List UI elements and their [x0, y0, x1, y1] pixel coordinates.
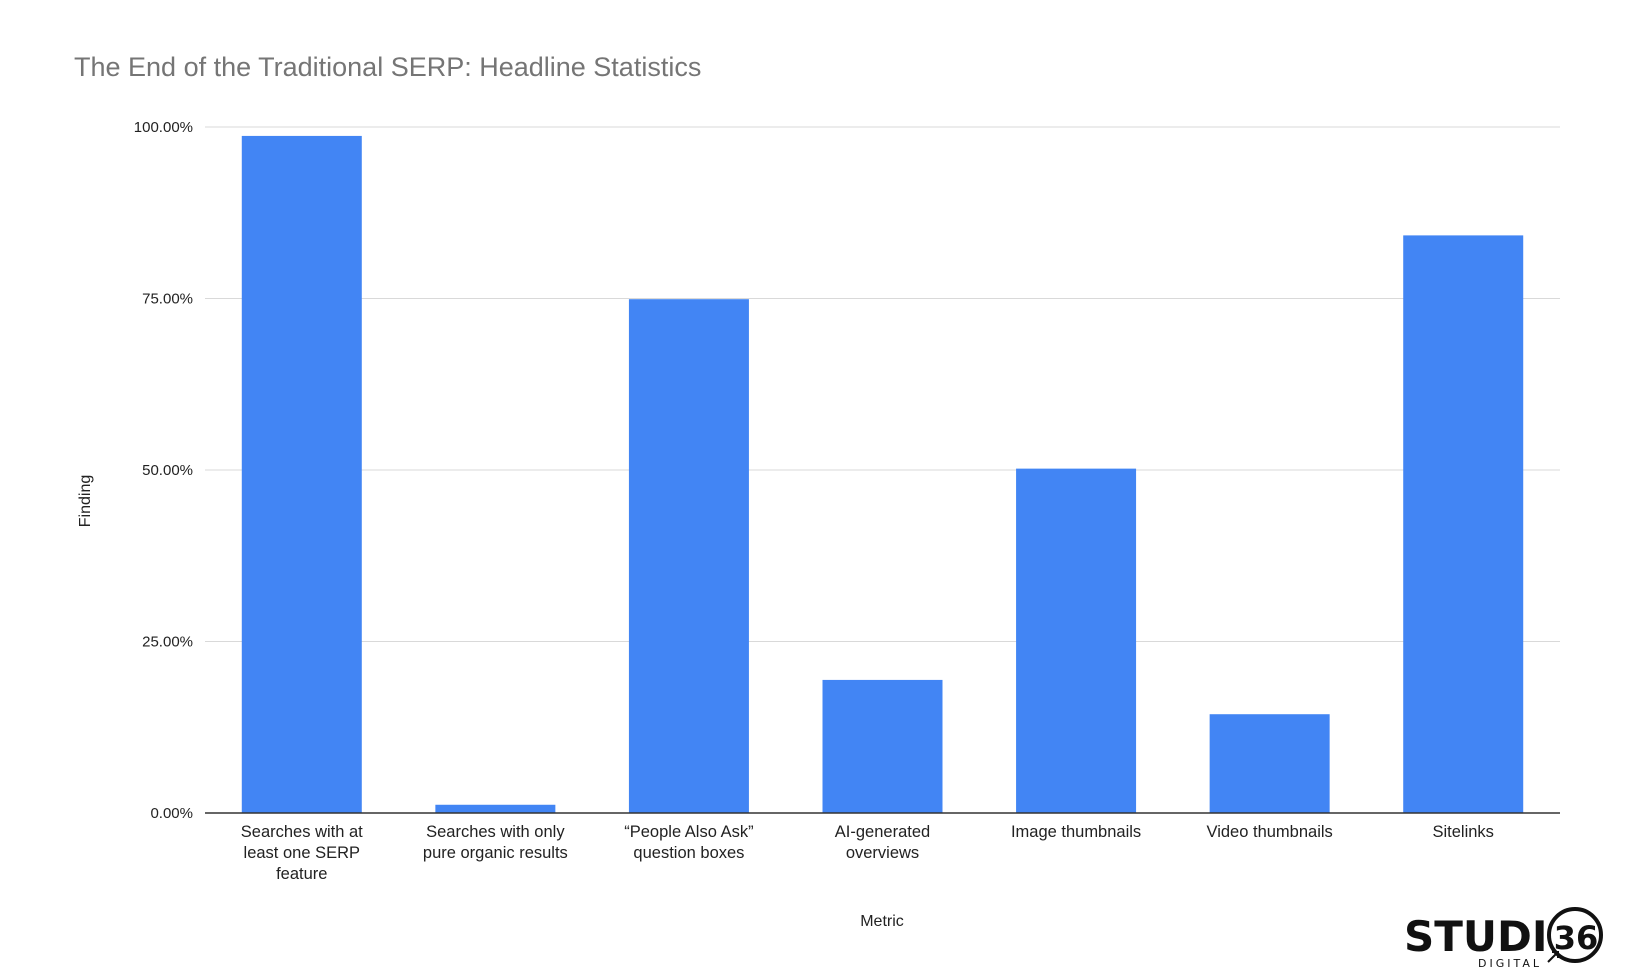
bar	[1016, 468, 1137, 813]
bar	[822, 679, 943, 813]
y-tick-label: 75.00%	[142, 291, 193, 308]
y-tick-label: 50.00%	[142, 462, 193, 479]
bar	[1403, 235, 1524, 813]
y-axis-ticks: 0.00% 25.00% 50.00% 75.00% 100.00%	[134, 119, 193, 822]
x-category-label: question boxes	[633, 844, 744, 862]
bar	[628, 299, 749, 813]
bar	[1209, 714, 1330, 813]
x-category-label: overviews	[846, 844, 919, 862]
y-tick-label: 25.00%	[142, 634, 193, 651]
logo-subtitle: DIGITAL	[1478, 957, 1542, 970]
logo-circle	[1547, 907, 1603, 963]
bar	[435, 804, 556, 813]
x-category-label: Searches with at	[241, 823, 363, 841]
y-tick-label: 100.00%	[134, 119, 193, 136]
studio36-logo: STUDI 36 DIGITAL	[1404, 907, 1603, 970]
gridlines	[205, 126, 1560, 642]
x-axis-label: Metric	[860, 913, 904, 930]
bar	[241, 135, 362, 814]
x-category-label: least one SERP	[244, 844, 360, 862]
x-category-label: Video thumbnails	[1207, 823, 1333, 841]
logo-wordmark: STUDI	[1404, 912, 1548, 961]
x-category-label: Searches with only	[426, 823, 565, 841]
x-category-label: Image thumbnails	[1011, 823, 1141, 841]
bars	[241, 135, 1524, 814]
y-axis-label: Finding	[77, 475, 94, 527]
x-category-label: feature	[276, 865, 327, 883]
x-axis-categories: Searches with at least one SERP feature Sea…	[241, 823, 1494, 883]
x-category-label: AI-generated	[835, 823, 930, 841]
chart-title: The End of the Traditional SERP: Headlin…	[74, 52, 701, 82]
x-category-label: pure organic results	[423, 844, 568, 862]
y-tick-label: 0.00%	[150, 805, 193, 822]
x-category-label: “People Also Ask”	[624, 823, 753, 841]
x-category-label: Sitelinks	[1432, 823, 1493, 841]
logo-arrow-icon	[1547, 951, 1559, 963]
logo-number: 36	[1554, 919, 1599, 957]
